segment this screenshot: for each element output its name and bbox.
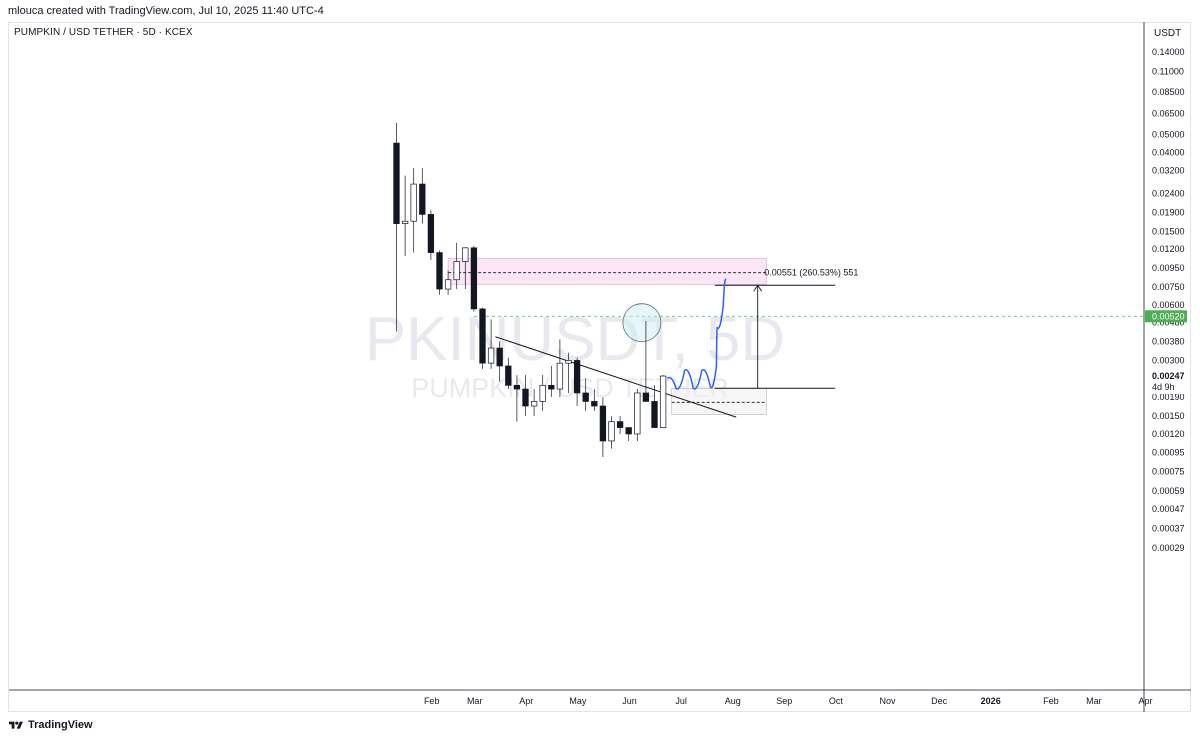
candle-body: [444, 279, 452, 290]
time-tick-label: Jul: [675, 696, 687, 706]
time-tick-label: Mar: [467, 696, 483, 706]
current-price-badge: [1145, 370, 1187, 395]
candle-body: [608, 421, 615, 442]
candle-body: [393, 142, 400, 224]
price-tick-label: 0.00029: [1152, 543, 1185, 553]
tradingview-logo[interactable]: TradingView: [8, 719, 93, 731]
candle-body: [487, 347, 495, 364]
current-price-label: 0.00247: [1152, 371, 1185, 381]
time-tick-label: Dec: [931, 696, 948, 706]
price-tick-label: 0.00075: [1152, 467, 1185, 477]
price-tick-label: 0.01200: [1152, 244, 1185, 254]
price-tick-label: 0.01900: [1152, 207, 1185, 217]
price-tick-label: 0.00480: [1152, 318, 1185, 328]
time-tick-label: Nov: [879, 696, 896, 706]
price-tick-label: 0.00037: [1152, 523, 1185, 533]
candle-body: [419, 183, 426, 215]
trendline: [495, 336, 737, 418]
price-tick-label: 0.00600: [1152, 300, 1185, 310]
price-tick-label: 0.14000: [1152, 47, 1185, 57]
price-tick-label: 0.00380: [1152, 336, 1185, 346]
price-tick-label: 0.00095: [1152, 448, 1185, 458]
time-tick-label: Oct: [829, 696, 844, 706]
time-tick-label: May: [569, 696, 587, 706]
candle-body: [470, 247, 478, 310]
candle-body: [462, 247, 469, 262]
time-tick-label: Mar: [1086, 696, 1102, 706]
time-tick-label: Apr: [1138, 696, 1152, 706]
countdown-label: 4d 9h: [1152, 382, 1175, 392]
price-tick-label: 0.00750: [1152, 282, 1185, 292]
time-tick-label: Apr: [519, 696, 533, 706]
candle-body: [651, 401, 658, 428]
time-tick-label: Sep: [776, 696, 792, 706]
candle-body: [591, 401, 598, 407]
candle-body: [410, 183, 417, 222]
candle-body: [556, 362, 564, 390]
tradingview-wordmark: TradingView: [28, 719, 93, 731]
entry-zone: [671, 387, 767, 415]
currency-label[interactable]: USDT: [1154, 28, 1182, 39]
top-bar: mlouca created with TradingView.com, Jul…: [0, 0, 1200, 22]
candle-body: [582, 392, 589, 402]
projection-path: [666, 278, 727, 390]
candle-body: [479, 308, 486, 364]
tradingview-icon: [8, 721, 23, 729]
price-tick-label: 0.08500: [1152, 87, 1185, 97]
price-tick-label: 0.02400: [1152, 189, 1185, 199]
target-zone: [447, 258, 767, 285]
price-tick-label: 0.11000: [1152, 66, 1184, 76]
candle-body: [522, 388, 529, 407]
highlight-circle: [622, 303, 662, 343]
last-price-badge: [1145, 310, 1187, 323]
price-tick-label: 0.00047: [1152, 504, 1185, 514]
price-tick-label: 0.06500: [1152, 109, 1185, 119]
candle-body: [573, 360, 581, 394]
footer-bar: [0, 712, 1200, 738]
candle-body: [530, 401, 538, 407]
attribution-text: mlouca created with TradingView.com, Jul…: [8, 5, 324, 17]
price-tick-label: 0.00950: [1152, 263, 1185, 273]
candle-body: [427, 214, 435, 253]
price-tick-label: 0.05000: [1152, 130, 1185, 140]
candle-body: [453, 261, 460, 281]
candle-body: [634, 392, 641, 435]
candle-body: [401, 220, 409, 224]
time-tick-label: Jun: [622, 696, 637, 706]
time-tick-label: 2026: [981, 696, 1001, 706]
last-price-label: 0.00520: [1152, 311, 1185, 321]
candle-body: [616, 421, 624, 428]
time-tick-label: Aug: [725, 696, 741, 706]
price-tick-label: 0.03200: [1152, 165, 1185, 175]
price-tick-label: 0.00300: [1152, 355, 1185, 365]
measure-arrowhead: [753, 284, 763, 292]
candle-body: [539, 384, 546, 402]
symbol-legend[interactable]: PUMPKIN / USD TETHER · 5D · KCEX: [14, 27, 193, 38]
candle-body: [496, 347, 503, 367]
candle-body: [505, 365, 512, 386]
price-tick-label: 0.00150: [1152, 411, 1185, 421]
candle-body: [659, 375, 667, 428]
candle-body: [642, 392, 650, 402]
price-tick-label: 0.04000: [1152, 148, 1185, 158]
candle-body: [436, 252, 443, 290]
time-tick-label: Feb: [424, 696, 440, 706]
price-tick-label: 0.00120: [1152, 429, 1185, 439]
price-tick-label: 0.00059: [1152, 486, 1185, 496]
candle-body: [625, 427, 632, 435]
price-tick-label: 0.00190: [1152, 392, 1185, 402]
candle-body: [548, 384, 555, 390]
candle-body: [599, 405, 607, 442]
candle-body: [565, 360, 572, 364]
time-tick-label: Feb: [1043, 696, 1059, 706]
chart-frame: [8, 22, 1191, 712]
measure-label: 0.00551 (260.53%) 551: [764, 268, 858, 278]
candle-body: [513, 384, 521, 390]
price-tick-label: 0.01500: [1152, 226, 1185, 236]
